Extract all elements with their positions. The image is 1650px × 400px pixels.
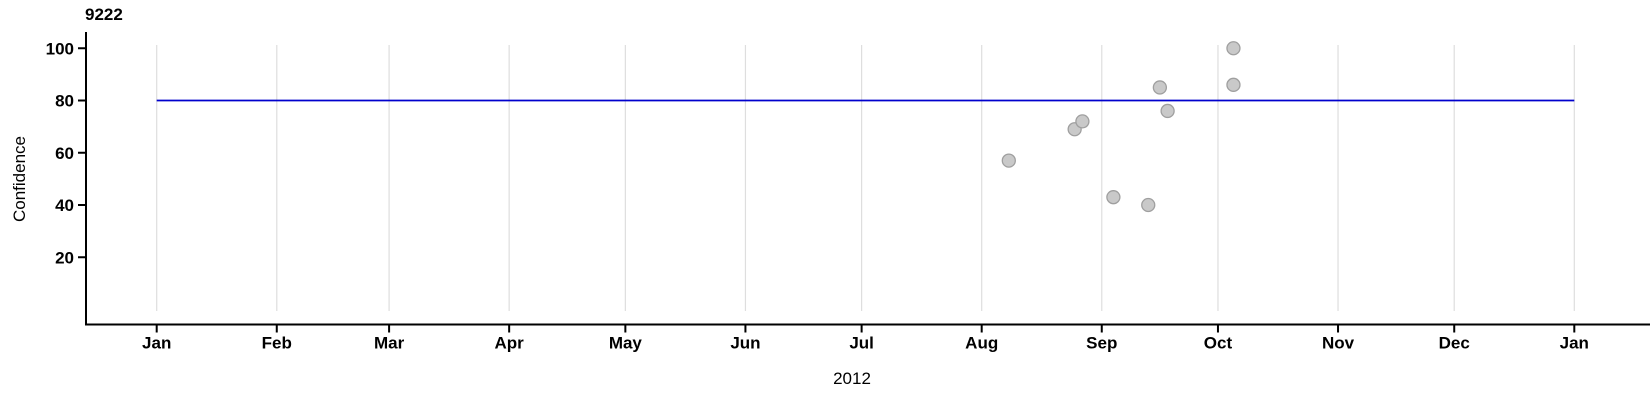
data-point bbox=[1106, 190, 1121, 205]
y-tick-label: 80 bbox=[55, 92, 74, 111]
data-point bbox=[1001, 153, 1016, 168]
x-tick-label: Apr bbox=[495, 334, 525, 353]
y-tick-label: 60 bbox=[55, 144, 74, 163]
x-tick-label: Jun bbox=[730, 334, 760, 353]
x-tick-label: Jan bbox=[142, 334, 171, 353]
x-tick-label: Mar bbox=[374, 334, 405, 353]
data-point bbox=[1075, 114, 1090, 129]
data-point bbox=[1152, 80, 1168, 95]
x-tick-label: Jan bbox=[1560, 334, 1589, 353]
x-tick-label: Aug bbox=[965, 334, 998, 353]
data-point bbox=[1160, 103, 1175, 119]
x-tick-label: Feb bbox=[262, 334, 292, 353]
x-tick-label: Dec bbox=[1439, 334, 1470, 353]
data-point bbox=[1226, 41, 1241, 56]
data-point bbox=[1226, 77, 1241, 92]
x-tick-label: Oct bbox=[1204, 334, 1233, 353]
data-point bbox=[1141, 197, 1156, 213]
chart-title: 9222 bbox=[85, 5, 123, 24]
x-axis-year-label: 2012 bbox=[833, 369, 871, 388]
x-tick-label: Nov bbox=[1322, 334, 1355, 353]
y-tick-label: 40 bbox=[55, 196, 74, 215]
x-tick-label: Jul bbox=[849, 334, 874, 353]
x-tick-label: May bbox=[609, 334, 643, 353]
y-tick-label: 100 bbox=[46, 39, 74, 58]
y-tick-label: 20 bbox=[55, 248, 74, 267]
x-tick-label: Sep bbox=[1086, 334, 1117, 353]
